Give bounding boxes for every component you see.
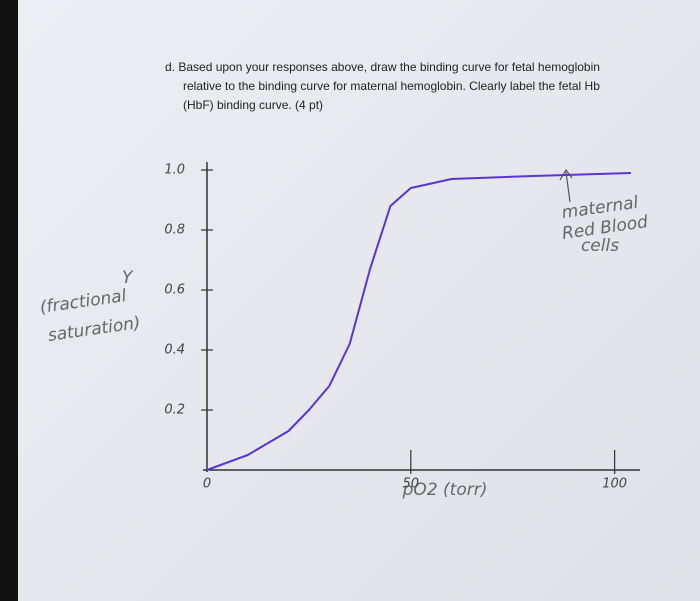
question-line: relative to the binding curve for matern… <box>183 79 600 93</box>
x-tick-label: 0 <box>203 477 211 492</box>
y-tick-label: 0.2 <box>164 403 185 418</box>
y-tick-label: 0.8 <box>164 223 185 238</box>
x-label: pO2 (torr) <box>402 480 488 500</box>
question-line: d. Based upon your responses above, draw… <box>165 60 600 74</box>
annotation: cells <box>581 236 619 256</box>
x-tick-label: 50 <box>403 477 420 492</box>
y-tick-label: 0.6 <box>164 283 185 298</box>
y-label: saturation) <box>47 313 142 346</box>
paper <box>18 0 700 601</box>
y-tick-label: 1.0 <box>164 163 185 178</box>
question: d. Based upon your responses above, draw… <box>165 58 645 115</box>
y-label: Y <box>122 268 134 288</box>
curve <box>206 172 631 471</box>
x-tick-label: 100 <box>602 477 627 492</box>
question-line: (HbF) binding curve. (4 pt) <box>183 98 324 112</box>
y-tick-label: 0.4 <box>164 343 185 358</box>
y-label: (fractional <box>39 286 128 318</box>
